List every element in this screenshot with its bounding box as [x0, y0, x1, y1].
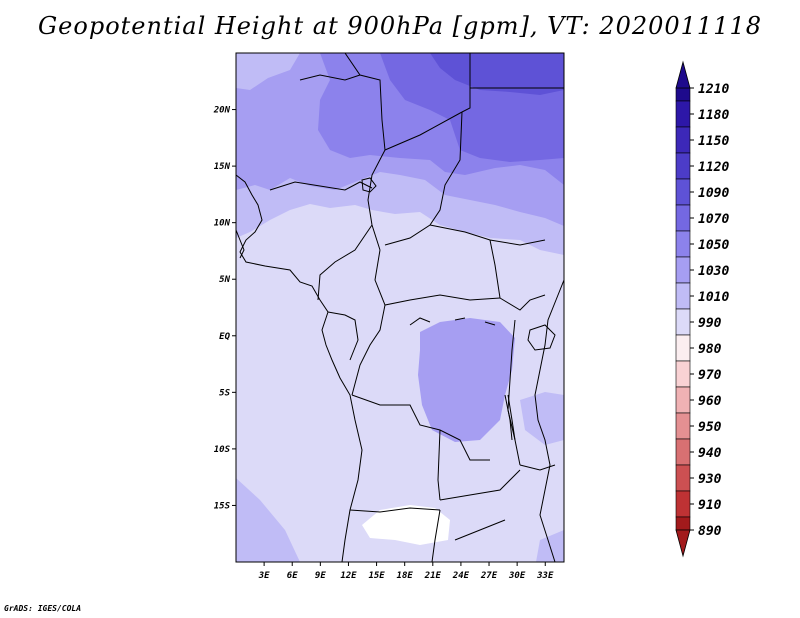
- border-tanzania: [519, 464, 556, 471]
- border-botswana-zimbabwe: [454, 519, 506, 541]
- colorbar-label: 990: [698, 316, 722, 331]
- x-tick-label: 33E: [536, 571, 554, 581]
- colorbar-segment: [675, 464, 691, 492]
- colorbar-top-arrow: [675, 60, 691, 89]
- x-tick-label: 9E: [315, 571, 326, 581]
- border-drc-east: [507, 319, 521, 466]
- field-congo-basin: [418, 318, 515, 442]
- colorbar-bottom-arrow: [675, 529, 691, 558]
- colorbar-segment: [675, 490, 691, 518]
- x-tick-label: 21E: [424, 571, 442, 581]
- colorbar-segment: [675, 334, 691, 362]
- border-algeria-libya: [344, 53, 386, 151]
- colorbar-label: 970: [698, 368, 722, 383]
- x-tick-label: 30E: [508, 571, 526, 581]
- colorbar-segment: [675, 360, 691, 388]
- y-tick-label: 15N: [214, 162, 231, 172]
- border-angola-namibia: [349, 507, 441, 513]
- colorbar-label: 930: [698, 472, 722, 487]
- border-mali-niger: [299, 74, 361, 81]
- y-tick-label: 20N: [213, 106, 231, 116]
- y-tick-label: 5N: [219, 275, 230, 285]
- field-east-congo: [520, 392, 564, 445]
- colorbar-segment: [675, 230, 691, 258]
- colorbar-label: 1030: [698, 264, 729, 279]
- map-frame: [235, 52, 565, 563]
- field-north-west-low: [236, 53, 300, 90]
- border-libya-chad: [384, 111, 463, 151]
- colorbar-segment: [675, 152, 691, 180]
- chart-title: Geopotential Height at 900hPa [gpm], VT:…: [38, 12, 762, 40]
- coastline-east-africa: [534, 279, 564, 562]
- colorbar-label: 890: [698, 524, 722, 539]
- y-axis: 20N 15N 10N 5N EQ 5S 10S 15S: [213, 106, 236, 511]
- colorbar-label: 1180: [698, 108, 729, 123]
- border-nigeria-cameroon: [317, 224, 373, 301]
- colorbar-segment: [675, 100, 691, 128]
- y-tick-label: 10N: [214, 219, 231, 229]
- x-tick-label: 27E: [480, 571, 498, 581]
- lake-tanganyika: [504, 394, 516, 441]
- border-angola-zambia: [437, 429, 441, 501]
- border-congo-drc: [351, 304, 386, 396]
- border-namibia-botswana: [431, 509, 441, 562]
- lake-chad: [361, 177, 377, 193]
- colorbar-label: 940: [698, 446, 722, 461]
- y-tick-label: EQ: [219, 332, 230, 342]
- colorbar-label: 980: [698, 342, 722, 357]
- border-chad-sudan: [384, 111, 463, 246]
- colorbar-segment: [675, 438, 691, 466]
- colorbar-label: 1010: [698, 290, 729, 305]
- border-angola-drc: [351, 394, 490, 461]
- river-congo-upper: [409, 317, 496, 326]
- y-tick-label: 15S: [214, 501, 231, 511]
- colorbar-segment: [675, 516, 691, 531]
- map-field: [236, 53, 564, 562]
- x-tick-label: 24E: [452, 571, 470, 581]
- x-tick-label: 12E: [340, 571, 357, 581]
- border-southsudan-drc: [489, 239, 546, 311]
- colorbar-segment: [675, 412, 691, 440]
- border-zambia-south: [439, 469, 521, 501]
- y-tick-label: 10S: [214, 445, 231, 455]
- colorbar-segment: [675, 256, 691, 284]
- colorbar-segment: [675, 308, 691, 336]
- colorbar: 1210 1180 1150 1120 1090 1070 1050 1030 1010 990 9…: [675, 60, 729, 558]
- colorbar-label: 1210: [698, 82, 729, 97]
- colorbar-label: 910: [698, 498, 722, 513]
- colorbar-segment: [675, 87, 691, 102]
- border-chad-west: [367, 149, 386, 251]
- x-tick-label: 18E: [397, 571, 414, 581]
- colorbar-label: 1070: [698, 212, 729, 227]
- field-kalahari-low: [362, 505, 450, 545]
- x-tick-label: 15E: [368, 571, 385, 581]
- colorbar-label: 950: [698, 420, 722, 435]
- border-car-drc: [374, 249, 501, 306]
- border-gabon-congo: [327, 311, 359, 361]
- x-tick-label: 6E: [287, 571, 298, 581]
- colorbar-segment: [675, 386, 691, 414]
- colorbar-label: 1090: [698, 186, 729, 201]
- lake-victoria: [527, 324, 556, 351]
- grads-credit: GrADS: IGES/COLA: [4, 604, 82, 613]
- coast-guinea: [236, 229, 245, 259]
- field-atlantic-south: [236, 478, 300, 562]
- colorbar-segment: [675, 204, 691, 232]
- colorbar-segment: [675, 126, 691, 154]
- y-tick-label: 5S: [219, 388, 230, 398]
- x-axis: 3E 6E 9E 12E 15E 18E 21E 24E 27E 30E 33E: [258, 562, 554, 581]
- border-libya-egypt: [461, 53, 471, 113]
- map-borders: [236, 53, 564, 562]
- colorbar-label: 1150: [698, 134, 729, 149]
- x-tick-label: 3E: [258, 571, 270, 581]
- colorbar-label: 1050: [698, 238, 729, 253]
- field-sahara-core: [430, 53, 564, 95]
- colorbar-label: 960: [698, 394, 722, 409]
- colorbar-segment: [675, 282, 691, 310]
- colorbar-segment: [675, 178, 691, 206]
- colorbar-label: 1120: [698, 160, 729, 175]
- coastline-west-africa: [236, 174, 363, 562]
